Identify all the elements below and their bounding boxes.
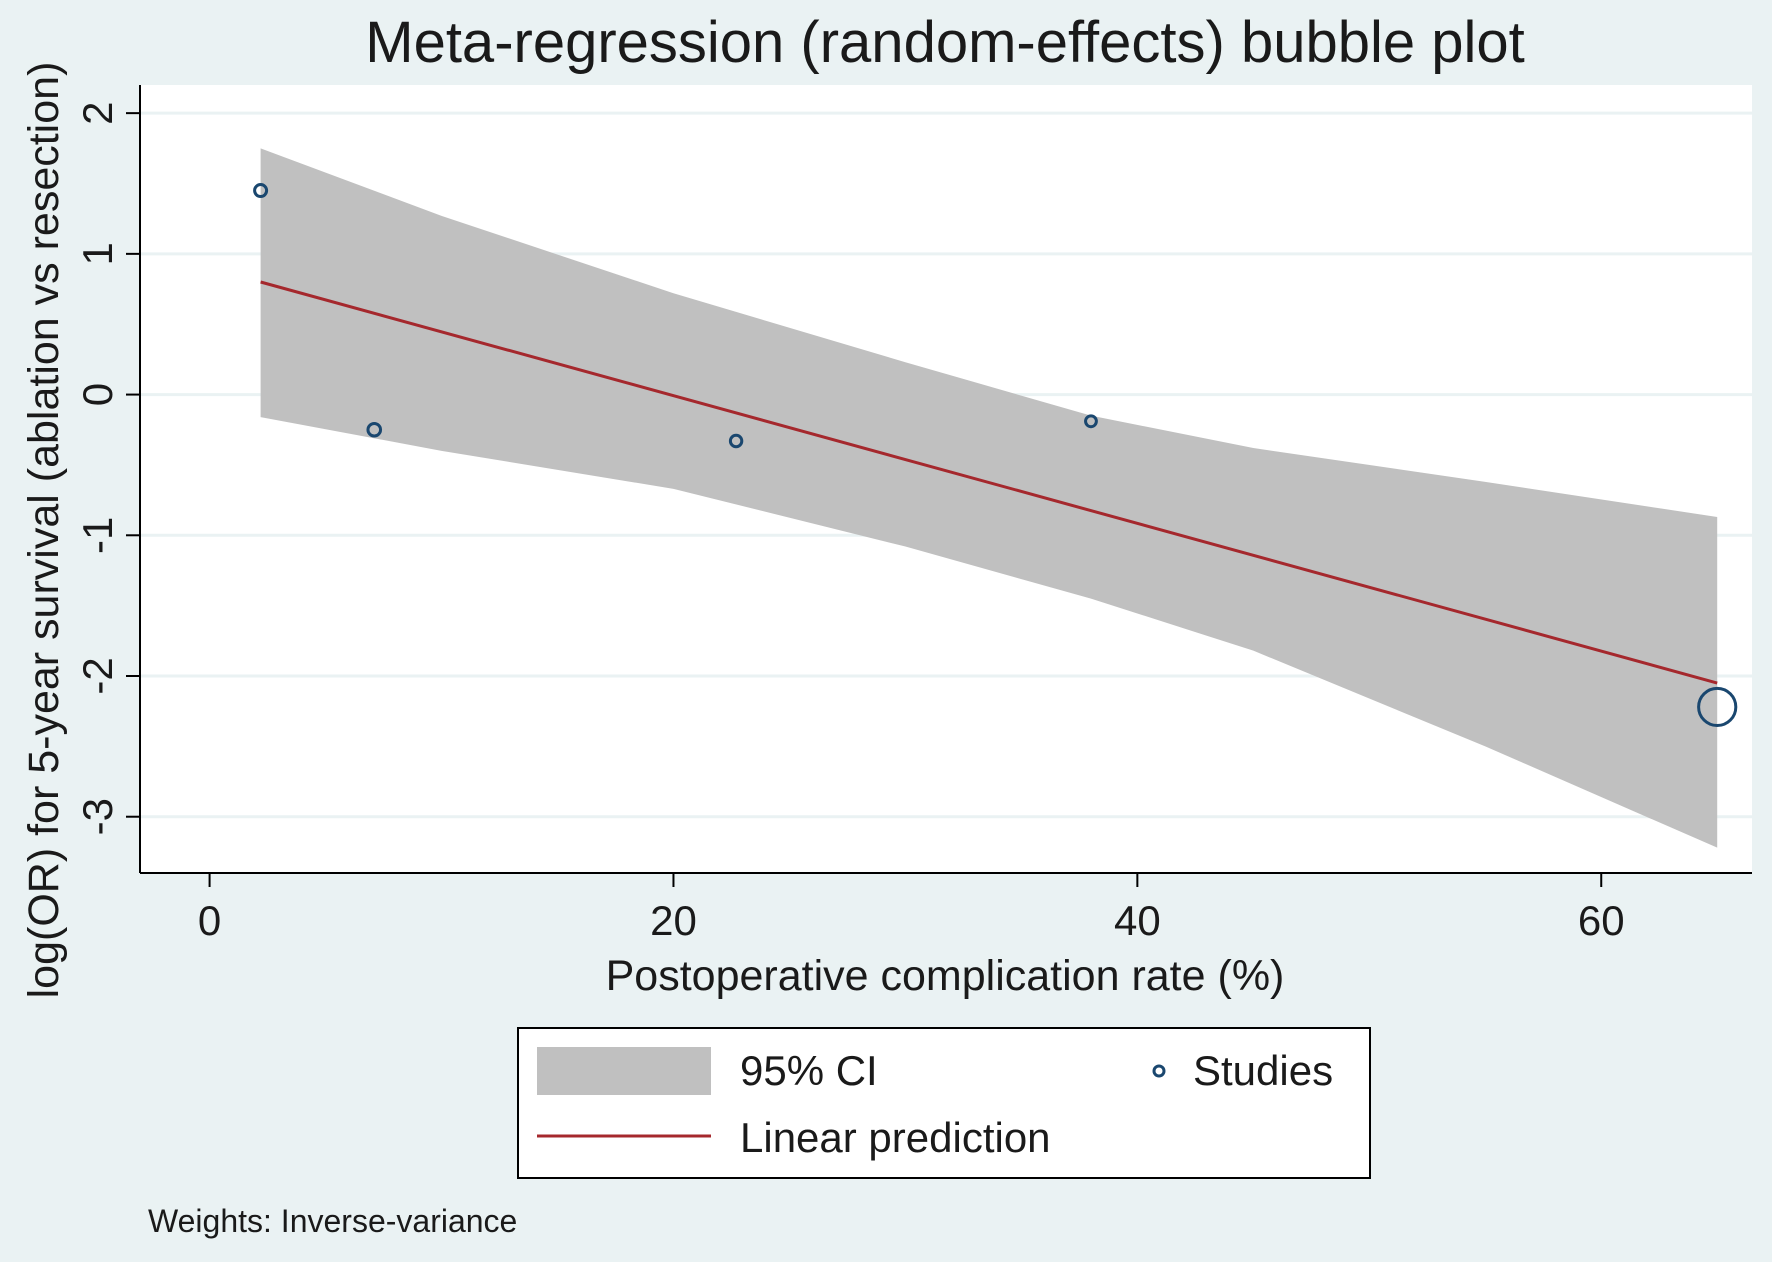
- study-point: [253, 183, 269, 199]
- linear-prediction-line: [260, 280, 1718, 685]
- legend-ci-label: 95% CI: [740, 1047, 878, 1094]
- legend-ci-swatch: [537, 1047, 711, 1095]
- study-point: [728, 433, 744, 449]
- ci-band-layer: [260, 148, 1718, 848]
- study-point: [1084, 414, 1098, 429]
- study-point: [1697, 686, 1738, 728]
- x-axis-label: Postoperative complication rate (%): [606, 952, 1285, 1000]
- x-ticks: 0 20 40 60: [198, 873, 1625, 944]
- ci-band: [260, 148, 1718, 848]
- x-tick-label: 0: [198, 897, 221, 944]
- y-tick-label: -2: [74, 657, 121, 694]
- legend-studies-marker: [1152, 1064, 1166, 1078]
- footnote: Weights: Inverse-variance: [148, 1203, 517, 1239]
- x-tick-label: 40: [1114, 897, 1161, 944]
- y-axis-label: log(OR) for 5-year survival (ablation vs…: [20, 62, 68, 999]
- prediction-line-layer: [260, 280, 1718, 685]
- y-tick-label: 1: [74, 242, 121, 265]
- y-ticks: -3 -2 -1 0 1 2: [74, 101, 140, 835]
- chart-title: Meta-regression (random-effects) bubble …: [365, 10, 1525, 75]
- x-tick-label: 20: [650, 897, 697, 944]
- y-tick-label: 0: [74, 383, 121, 406]
- studies-layer: [253, 183, 1738, 728]
- legend-studies-label: Studies: [1193, 1047, 1333, 1094]
- legend: 95% CI Studies Linear prediction: [517, 1027, 1371, 1179]
- y-tick-label: -1: [74, 517, 121, 554]
- study-point: [366, 421, 383, 438]
- y-tick-label: 2: [74, 101, 121, 124]
- y-tick-label: -3: [74, 798, 121, 835]
- x-tick-label: 60: [1578, 897, 1625, 944]
- legend-line-label: Linear prediction: [740, 1114, 1051, 1161]
